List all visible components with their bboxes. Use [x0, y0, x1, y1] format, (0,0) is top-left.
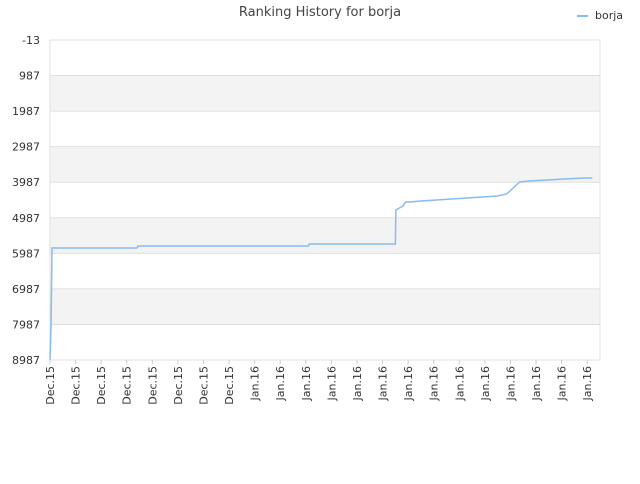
x-tick-label: Jan.16 [453, 366, 466, 401]
x-tick-label: Jan.16 [428, 366, 441, 401]
x-tick-label: Dec.15 [70, 366, 83, 405]
x-tick-label: Jan.16 [377, 366, 390, 401]
x-tick-label: Dec.15 [121, 366, 134, 405]
grid-band [50, 288, 600, 325]
x-tick-label: Dec.15 [95, 366, 108, 405]
y-tick-label: 5987 [12, 247, 40, 260]
x-tick-label: Jan.16 [479, 366, 492, 401]
x-tick-label: Jan.16 [504, 366, 517, 401]
y-tick-label: 8987 [12, 354, 40, 367]
x-tick-label: Jan.16 [249, 366, 262, 401]
y-tick-label: -13 [22, 34, 40, 47]
grid-band [50, 75, 600, 112]
y-tick-label: 6987 [12, 283, 40, 296]
x-tick-label: Jan.16 [556, 366, 569, 401]
x-tick-label: Dec.15 [223, 366, 236, 405]
x-tick-label: Dec.15 [197, 366, 210, 405]
x-tick-label: Dec.15 [146, 366, 159, 405]
chart-title: Ranking History for borja [239, 5, 401, 20]
y-tick-label: 3987 [12, 176, 40, 189]
grid-band [50, 217, 600, 254]
legend-label: borja [595, 9, 623, 22]
x-tick-label: Dec.15 [172, 366, 185, 405]
x-tick-label: Jan.16 [402, 366, 415, 401]
x-tick-label: Jan.16 [530, 366, 543, 401]
x-tick-label: Jan.16 [274, 366, 287, 401]
y-tick-label: 7987 [12, 318, 40, 331]
y-tick-label: 2987 [12, 141, 40, 154]
series-line [49, 177, 593, 361]
y-tick-label: 1987 [12, 105, 40, 118]
plot-border [49, 39, 601, 361]
x-tick-label: Jan.16 [581, 366, 594, 401]
x-tick-label: Jan.16 [300, 366, 313, 401]
grid-band [50, 146, 600, 183]
y-tick-label: 4987 [12, 212, 40, 225]
x-tick-label: Dec.15 [44, 366, 57, 405]
x-tick-label: Jan.16 [325, 366, 338, 401]
y-tick-label: 987 [19, 70, 40, 83]
x-tick-label: Jan.16 [351, 366, 364, 401]
